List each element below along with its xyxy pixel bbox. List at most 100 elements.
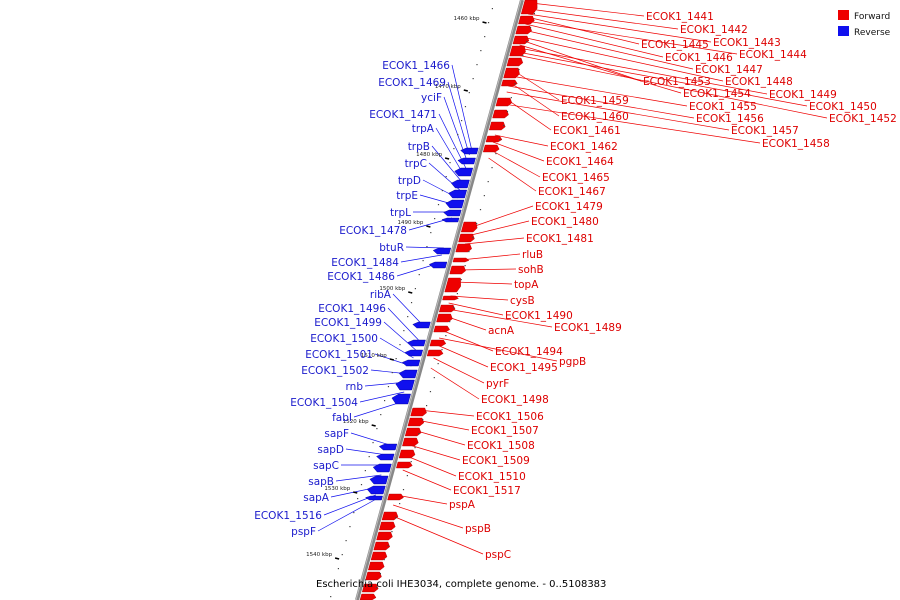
track-dot xyxy=(453,148,455,150)
forward-gene-feature xyxy=(495,97,513,107)
track-dot xyxy=(376,428,378,430)
forward-gene-label: ECOK1_1479 xyxy=(535,201,603,213)
track-dot xyxy=(533,13,535,15)
track-dot xyxy=(495,153,497,155)
forward-leader-line xyxy=(508,85,695,119)
forward-gene-label: ECOK1_1452 xyxy=(829,113,897,125)
forward-gene-feature xyxy=(449,265,466,275)
reverse-gene-feature xyxy=(443,209,462,217)
forward-leader-line xyxy=(512,69,560,101)
forward-gene-label: ECOK1_1458 xyxy=(762,138,830,150)
track-dot xyxy=(395,358,397,360)
forward-gene-feature xyxy=(458,233,475,243)
track-dot xyxy=(460,279,462,281)
reverse-gene-label: ECOK1_1504 xyxy=(290,397,358,409)
reverse-gene-label: yciF xyxy=(421,92,442,104)
reverse-gene-feature xyxy=(376,453,395,461)
forward-gene-label: sohB xyxy=(518,264,544,276)
reverse-gene-label: trpC xyxy=(405,158,427,170)
forward-gene-feature xyxy=(518,15,535,25)
track-dot xyxy=(437,363,439,365)
forward-gene-label: ECOK1_1509 xyxy=(462,455,530,467)
kbp-tick-mark xyxy=(426,225,431,228)
reverse-gene-label: ECOK1_1500 xyxy=(310,333,378,345)
forward-gene-feature xyxy=(370,551,388,561)
reverse-gene-feature xyxy=(457,157,476,165)
track-dot xyxy=(418,274,420,276)
reverse-leader-line xyxy=(383,321,416,351)
kbp-tick-label: 1520 kbp xyxy=(343,419,369,425)
legend-reverse-label: Reverse xyxy=(854,28,891,38)
forward-leader-line xyxy=(526,20,738,55)
reverse-gene-label: sapF xyxy=(324,428,349,440)
forward-gene-label: ECOK1_1507 xyxy=(471,425,539,437)
forward-gene-label: ECOK1_1449 xyxy=(769,89,837,101)
reverse-gene-feature xyxy=(412,321,431,329)
track-dot xyxy=(406,475,408,477)
reverse-gene-feature xyxy=(450,179,470,189)
forward-gene-label: ECOK1_1494 xyxy=(495,346,563,358)
reverse-gene-label: ECOK1_1486 xyxy=(327,271,395,283)
forward-leader-line xyxy=(492,141,545,162)
reverse-gene-feature xyxy=(460,147,479,155)
reverse-leader-line xyxy=(431,145,463,183)
forward-gene-label: ECOK1_1510 xyxy=(458,471,526,483)
forward-gene-feature xyxy=(482,144,500,153)
forward-gene-label: ECOK1_1448 xyxy=(725,76,793,88)
track-dot xyxy=(426,246,428,248)
forward-gene-feature xyxy=(407,417,425,427)
forward-gene-feature xyxy=(509,45,526,57)
forward-gene-label: cysB xyxy=(510,295,535,307)
forward-leader-line xyxy=(490,149,541,178)
track-dot xyxy=(410,461,412,463)
forward-gene-label: pspB xyxy=(465,523,491,535)
forward-gene-label: ECOK1_1442 xyxy=(680,24,748,36)
kbp-tick-mark xyxy=(444,157,450,160)
forward-gene-feature xyxy=(402,437,419,447)
forward-leader-line xyxy=(395,494,448,505)
reverse-gene-label: ECOK1_1466 xyxy=(382,60,450,72)
reverse-gene-label: sapB xyxy=(308,476,334,488)
forward-gene-label: ECOK1_1517 xyxy=(453,485,521,497)
reverse-leader-line xyxy=(350,432,390,446)
forward-gene-label: pspC xyxy=(485,549,511,561)
forward-gene-label: rluB xyxy=(522,249,543,261)
reverse-gene-feature xyxy=(432,247,452,255)
track-dot xyxy=(402,489,405,491)
track-dot xyxy=(441,349,443,351)
reverse-leader-line xyxy=(387,307,419,341)
reverse-gene-label: sapD xyxy=(317,444,344,456)
forward-leader-line xyxy=(531,2,645,17)
label-leaders xyxy=(317,2,828,555)
forward-gene-label: ECOK1_1447 xyxy=(695,64,763,76)
track-dot xyxy=(372,442,374,444)
reverse-leader-line xyxy=(392,293,423,326)
forward-gene-feature xyxy=(442,295,459,301)
reverse-gene-label: btuR xyxy=(379,242,404,254)
forward-gene-feature xyxy=(512,35,530,45)
forward-gene-feature xyxy=(410,407,427,417)
forward-gene-label: ECOK1_1450 xyxy=(809,101,877,113)
forward-leader-line xyxy=(441,329,494,352)
forward-leader-line xyxy=(393,504,464,529)
forward-gene-feature xyxy=(426,349,444,357)
forward-gene-feature xyxy=(503,67,520,79)
forward-gene-feature xyxy=(367,561,385,571)
reverse-gene-feature xyxy=(366,485,386,495)
kbp-tick-mark xyxy=(482,21,487,24)
reverse-gene-label: ECOK1_1499 xyxy=(314,317,382,329)
track-dot xyxy=(430,232,432,234)
track-dot xyxy=(399,503,401,505)
track-dot xyxy=(487,22,490,24)
track-dot xyxy=(445,176,447,178)
kbp-tick-mark xyxy=(408,291,413,294)
track-dot xyxy=(345,540,347,542)
track-dot xyxy=(457,134,459,136)
track-dot xyxy=(480,50,482,52)
reverse-gene-feature xyxy=(441,217,460,223)
reverse-leader-line xyxy=(447,81,470,156)
forward-gene-label: topA xyxy=(514,279,539,291)
kbp-tick-label: 1510 kbp xyxy=(361,353,387,359)
reverse-gene-label: ECOK1_1516 xyxy=(254,510,322,522)
forward-gene-label: ECOK1_1508 xyxy=(467,440,535,452)
